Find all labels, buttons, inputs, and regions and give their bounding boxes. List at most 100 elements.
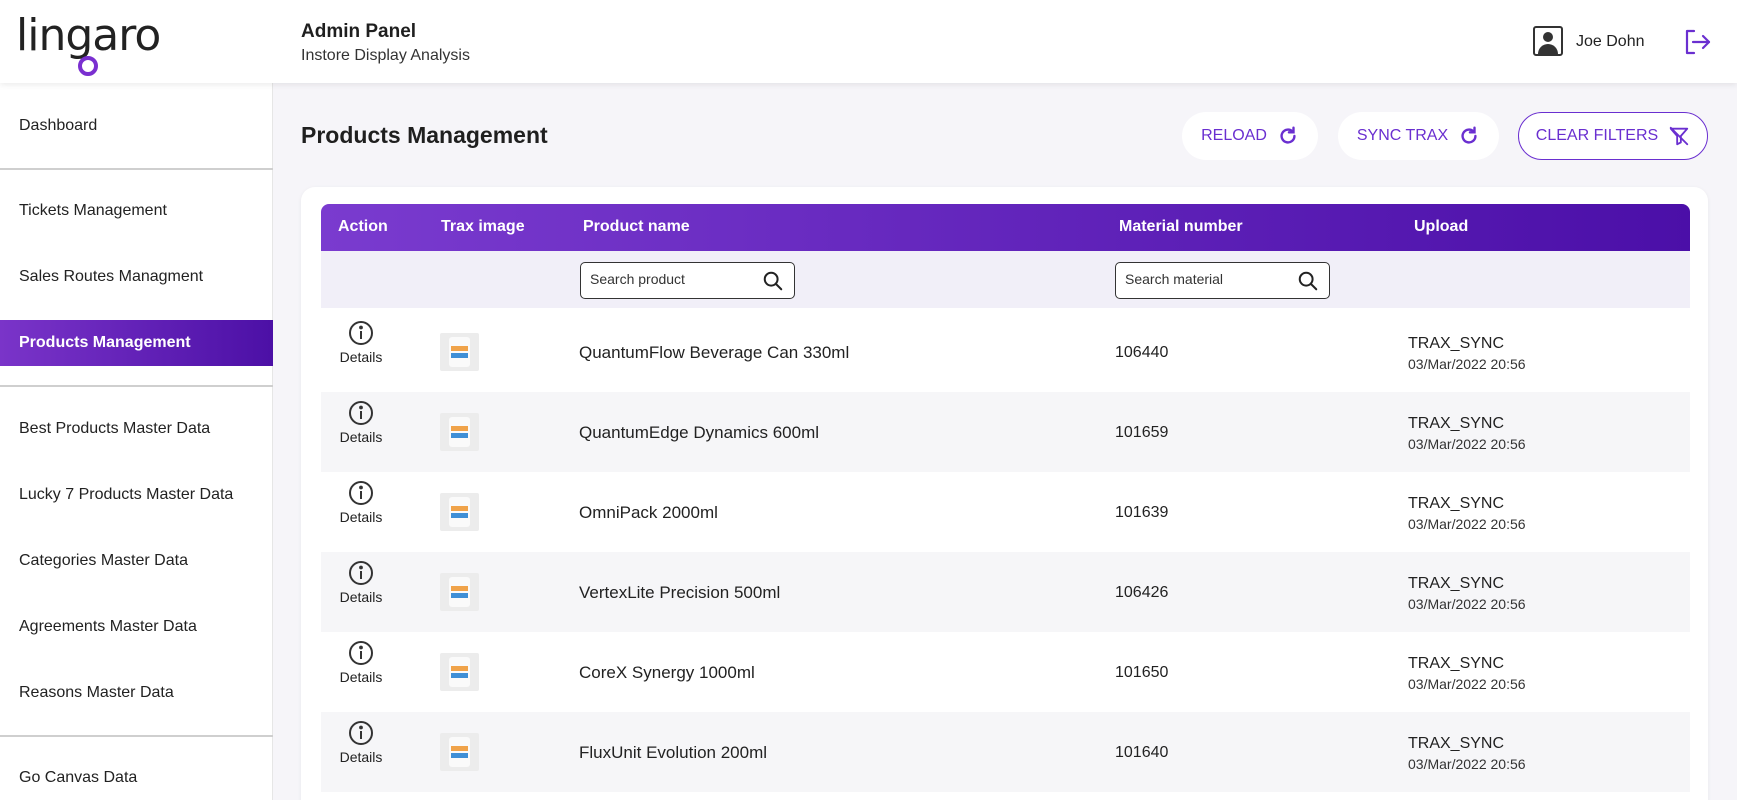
info-icon xyxy=(349,721,373,745)
logo-ring-icon xyxy=(78,56,98,76)
sidebar-divider xyxy=(0,168,273,170)
upload-source: TRAX_SYNC xyxy=(1408,335,1505,352)
material-search-input[interactable] xyxy=(1125,271,1285,287)
column-header-material-number[interactable]: Material number xyxy=(1119,218,1243,235)
clear-label: CLEAR FILTERS xyxy=(1535,127,1659,144)
info-icon xyxy=(349,401,373,425)
column-header-upload[interactable]: Upload xyxy=(1414,218,1469,235)
material-search-field[interactable] xyxy=(1115,262,1330,299)
top-header: lingaro Admin Panel Instore Display Anal… xyxy=(0,0,1737,83)
info-icon xyxy=(349,481,373,505)
page-title: Products Management xyxy=(301,122,548,148)
product-name: CoreX Synergy 1000ml xyxy=(579,663,755,682)
sidebar-divider xyxy=(0,385,273,387)
table-row: Details FluxUnit Evolution 200ml 101640 … xyxy=(321,712,1690,792)
sidebar-item-sales-routes[interactable]: Sales Routes Managment xyxy=(19,268,204,285)
user-name[interactable]: Joe Dohn xyxy=(1576,33,1645,50)
panel-title: Admin Panel xyxy=(301,21,417,42)
product-search-input[interactable] xyxy=(590,271,750,287)
sync-trax-button[interactable]: SYNC TRAX xyxy=(1338,112,1499,160)
details-label: Details xyxy=(339,349,383,365)
logout-icon[interactable] xyxy=(1682,27,1712,57)
material-number: 101650 xyxy=(1115,664,1169,681)
upload-source: TRAX_SYNC xyxy=(1408,655,1505,672)
details-label: Details xyxy=(339,589,383,605)
product-name: FluxUnit Evolution 200ml xyxy=(579,743,768,762)
material-number: 101640 xyxy=(1115,744,1169,761)
details-button[interactable]: Details xyxy=(331,400,391,445)
details-label: Details xyxy=(339,669,383,685)
product-name: QuantumEdge Dynamics 600ml xyxy=(579,423,820,442)
upload-source: TRAX_SYNC xyxy=(1408,415,1505,432)
details-label: Details xyxy=(339,429,383,445)
column-header-trax-image[interactable]: Trax image xyxy=(441,218,525,235)
upload-date: 03/Mar/2022 20:56 xyxy=(1408,356,1526,372)
info-icon xyxy=(349,561,373,585)
sidebar-divider xyxy=(0,735,273,737)
product-thumbnail[interactable] xyxy=(440,493,479,531)
refresh-icon xyxy=(1280,126,1296,144)
lingaro-logo[interactable]: lingaro xyxy=(16,10,161,76)
product-thumbnail[interactable] xyxy=(440,333,479,371)
table-row: Details OmniPack 2000ml 101639 TRAX_SYNC… xyxy=(321,472,1690,552)
refresh-icon xyxy=(1461,126,1477,144)
sidebar-item-products[interactable]: Products Management xyxy=(0,320,273,366)
reload-label: RELOAD xyxy=(1201,127,1267,144)
product-thumbnail[interactable] xyxy=(440,653,479,691)
search-icon[interactable] xyxy=(1297,270,1319,292)
product-thumbnail[interactable] xyxy=(440,573,479,611)
details-label: Details xyxy=(339,509,383,525)
upload-date: 03/Mar/2022 20:56 xyxy=(1408,516,1526,532)
column-header-action[interactable]: Action xyxy=(338,218,388,235)
sidebar-item-dashboard[interactable]: Dashboard xyxy=(19,117,98,134)
product-name: OmniPack 2000ml xyxy=(579,503,718,522)
table-row: Details CoreX Synergy 1000ml 101650 TRAX… xyxy=(321,632,1690,712)
sidebar-item-reasons[interactable]: Reasons Master Data xyxy=(19,684,174,701)
material-number: 101639 xyxy=(1115,504,1169,521)
details-button[interactable]: Details xyxy=(331,640,391,685)
user-avatar-icon[interactable] xyxy=(1533,26,1563,56)
logo-text: lingaro xyxy=(16,10,161,61)
details-button[interactable]: Details xyxy=(331,560,391,605)
table-row: Details QuantumFlow Beverage Can 330ml 1… xyxy=(321,312,1690,392)
filter-row xyxy=(321,251,1690,308)
details-button[interactable]: Details xyxy=(331,720,391,765)
table-row: Details VertexLite Precision 500ml 10642… xyxy=(321,552,1690,632)
table-header: Action Trax image Product name Material … xyxy=(321,204,1690,251)
panel-subtitle: Instore Display Analysis xyxy=(301,47,470,64)
material-number: 106426 xyxy=(1115,584,1169,601)
sidebar-item-categories[interactable]: Categories Master Data xyxy=(19,552,188,569)
info-icon xyxy=(349,321,373,345)
product-name: QuantumFlow Beverage Can 330ml xyxy=(579,343,850,362)
clear-filters-button[interactable]: CLEAR FILTERS xyxy=(1518,112,1708,160)
sidebar-item-best-products[interactable]: Best Products Master Data xyxy=(19,420,211,437)
sidebar: Dashboard Tickets Management Sales Route… xyxy=(0,83,273,800)
product-search-field[interactable] xyxy=(580,262,795,299)
sync-label: SYNC TRAX xyxy=(1356,127,1449,144)
upload-date: 03/Mar/2022 20:56 xyxy=(1408,676,1526,692)
sidebar-item-tickets[interactable]: Tickets Management xyxy=(19,202,167,219)
upload-date: 03/Mar/2022 20:56 xyxy=(1408,756,1526,772)
upload-source: TRAX_SYNC xyxy=(1408,735,1505,752)
sidebar-item-go-canvas[interactable]: Go Canvas Data xyxy=(19,769,138,786)
product-thumbnail[interactable] xyxy=(440,733,479,771)
column-header-product-name[interactable]: Product name xyxy=(583,218,690,235)
details-button[interactable]: Details xyxy=(331,320,391,365)
details-label: Details xyxy=(339,749,383,765)
upload-date: 03/Mar/2022 20:56 xyxy=(1408,596,1526,612)
upload-source: TRAX_SYNC xyxy=(1408,495,1505,512)
info-icon xyxy=(349,641,373,665)
table-row: Details QuantumEdge Dynamics 600ml 10165… xyxy=(321,392,1690,472)
material-number: 106440 xyxy=(1115,344,1169,361)
upload-source: TRAX_SYNC xyxy=(1408,575,1505,592)
filter-off-icon xyxy=(1670,126,1689,146)
upload-date: 03/Mar/2022 20:56 xyxy=(1408,436,1526,452)
reload-button[interactable]: RELOAD xyxy=(1182,112,1318,160)
sidebar-item-agreements[interactable]: Agreements Master Data xyxy=(19,618,197,635)
material-number: 101659 xyxy=(1115,424,1169,441)
product-name: VertexLite Precision 500ml xyxy=(579,583,781,602)
sidebar-item-lucky-7[interactable]: Lucky 7 Products Master Data xyxy=(19,486,234,503)
product-thumbnail[interactable] xyxy=(440,413,479,451)
search-icon[interactable] xyxy=(762,270,784,292)
details-button[interactable]: Details xyxy=(331,480,391,525)
